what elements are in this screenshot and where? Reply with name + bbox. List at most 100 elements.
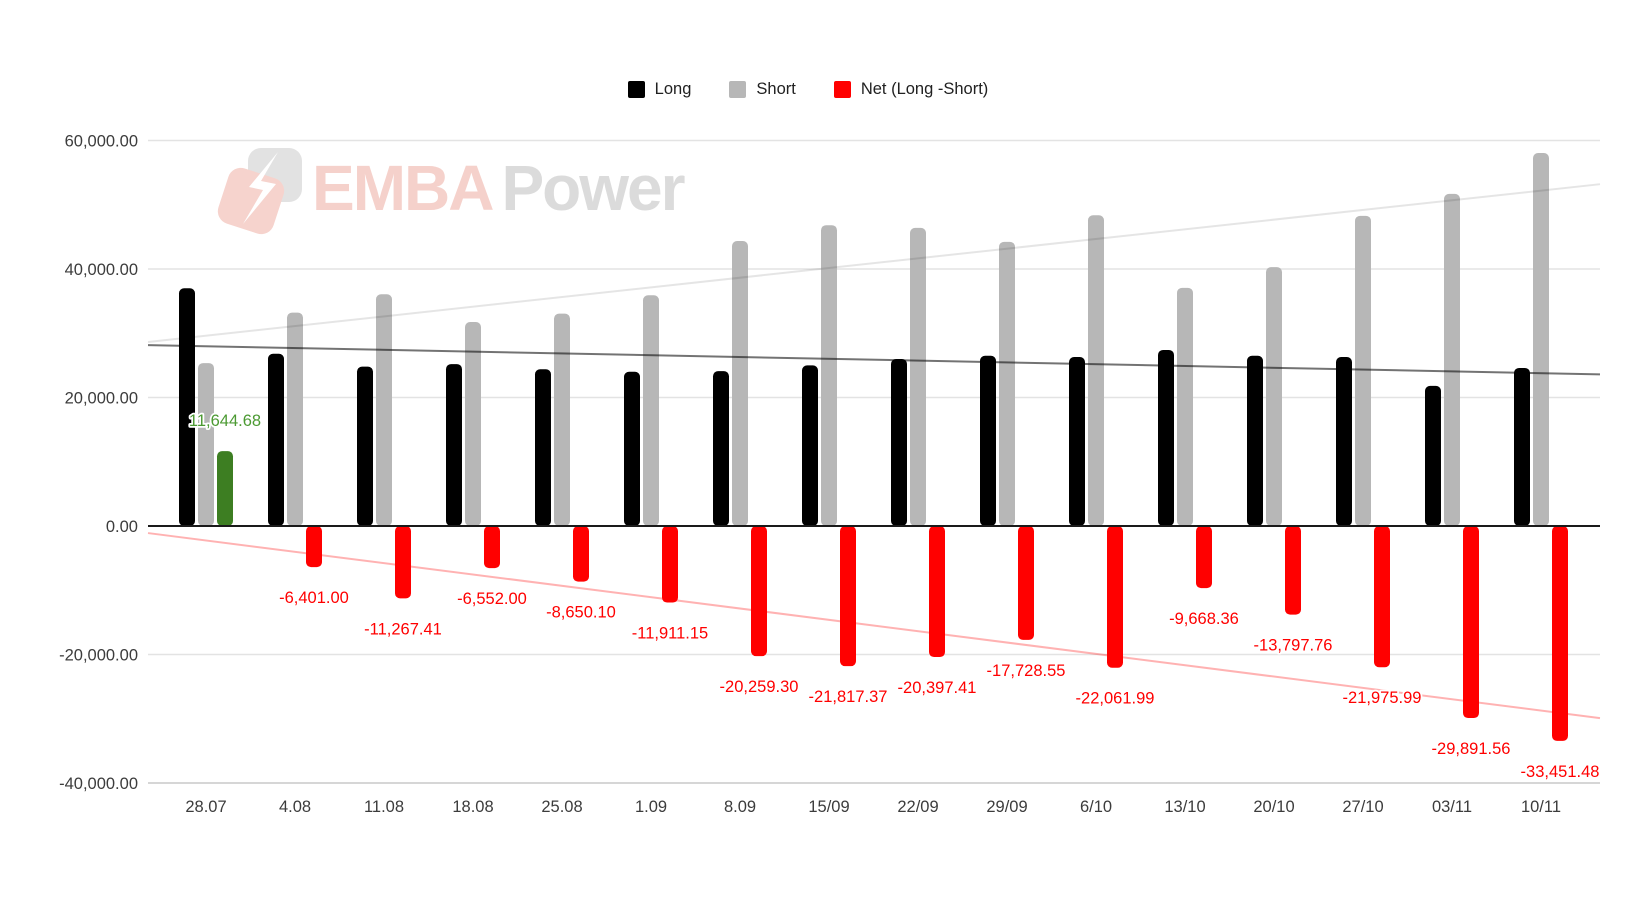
x-tick-label: 22/09 — [897, 798, 938, 816]
legend-swatch-long — [627, 81, 645, 98]
net-value-label-8: -20,397.41 — [898, 679, 977, 697]
x-tick-label: 13/10 — [1164, 798, 1205, 816]
bar-long-10 — [1069, 357, 1085, 526]
bar-long-12 — [1247, 355, 1263, 526]
y-tick-label: 60,000.00 — [65, 133, 138, 151]
legend-item-long: Long — [627, 80, 692, 99]
bar-short-6 — [732, 240, 748, 526]
x-tick-label: 27/10 — [1342, 798, 1383, 816]
bar-net-6 — [751, 526, 767, 657]
x-tick-label: 03/11 — [1432, 798, 1472, 816]
bar-short-8 — [910, 227, 926, 526]
net-value-label-15: -33,451.48 — [1521, 763, 1600, 781]
x-tick-label: 15/09 — [808, 798, 849, 816]
bar-net-0 — [217, 451, 233, 526]
bar-short-11 — [1177, 287, 1193, 526]
bar-short-2 — [376, 294, 392, 526]
net-value-label-13: -21,975.99 — [1343, 689, 1422, 707]
x-tick-label: 1.09 — [635, 798, 667, 816]
bar-net-9 — [1018, 526, 1034, 640]
bar-long-1 — [268, 353, 284, 526]
bar-net-2 — [395, 526, 411, 599]
x-tick-label: 28.07 — [185, 798, 226, 816]
bar-short-3 — [465, 321, 481, 526]
x-tick-label: 6/10 — [1080, 798, 1112, 816]
bar-net-7 — [840, 526, 856, 667]
bar-short-14 — [1444, 193, 1460, 527]
net-value-label-5: -11,911.15 — [632, 625, 708, 643]
legend-swatch-short — [729, 81, 747, 98]
x-tick-label: 11.08 — [364, 798, 404, 816]
bar-long-4 — [535, 369, 551, 526]
x-tick-label: 18.08 — [452, 798, 493, 816]
legend-label-long: Long — [654, 80, 692, 98]
bar-net-11 — [1196, 526, 1212, 589]
bar-net-8 — [929, 526, 945, 658]
bar-long-8 — [891, 358, 907, 526]
x-tick-label: 25.08 — [541, 798, 582, 816]
net-value-label-10: -22,061.99 — [1076, 690, 1155, 708]
bar-net-10 — [1107, 526, 1123, 668]
bar-net-14 — [1463, 526, 1479, 719]
net-value-label-9: -17,728.55 — [987, 662, 1066, 680]
x-tick-label: 20/10 — [1253, 798, 1294, 816]
bar-long-3 — [446, 364, 462, 526]
y-tick-label: 40,000.00 — [65, 261, 138, 279]
bar-long-7 — [802, 365, 818, 526]
bar-net-12 — [1285, 526, 1301, 615]
legend-swatch-net — [833, 81, 851, 98]
net-value-label-0: 11,644.68 — [189, 412, 261, 430]
x-tick-label: 10/11 — [1521, 798, 1561, 816]
net-value-label-14: -29,891.56 — [1432, 740, 1511, 758]
net-value-label-3: -6,552.00 — [457, 590, 527, 608]
y-tick-label: 0.00 — [106, 518, 138, 536]
bar-short-4 — [554, 313, 570, 526]
legend-label-net: Net (Long -Short) — [860, 80, 989, 98]
trend-line-long — [147, 344, 1601, 376]
net-value-label-12: -13,797.76 — [1254, 637, 1333, 655]
bar-net-4 — [573, 526, 589, 582]
x-tick-label: 4.08 — [279, 798, 311, 816]
bar-short-1 — [287, 312, 303, 526]
bar-short-9 — [999, 241, 1015, 526]
bar-short-5 — [643, 295, 659, 526]
trend-line-short — [147, 183, 1601, 344]
legend-item-net: Net (Long -Short) — [833, 80, 989, 99]
bar-long-6 — [713, 371, 729, 526]
legend: Long Short Net (Long -Short) — [0, 80, 1628, 99]
bar-long-11 — [1158, 349, 1174, 526]
y-tick-label: 20,000.00 — [65, 390, 138, 408]
bar-net-3 — [484, 526, 500, 569]
x-tick-label: 29/09 — [986, 798, 1027, 816]
x-tick-label: 8.09 — [724, 798, 756, 816]
net-value-label-7: -21,817.37 — [809, 688, 888, 706]
bar-net-13 — [1374, 526, 1390, 668]
net-value-label-4: -8,650.10 — [546, 604, 616, 622]
bar-net-15 — [1552, 526, 1568, 741]
trend-line-net — [147, 532, 1601, 720]
bar-long-9 — [980, 355, 996, 526]
legend-item-short: Short — [729, 80, 796, 99]
bar-long-14 — [1425, 385, 1441, 526]
bar-net-5 — [662, 526, 678, 603]
y-tick-label: -40,000.00 — [59, 775, 138, 793]
net-value-label-1: -6,401.00 — [279, 589, 349, 607]
net-value-label-6: -20,259.30 — [720, 678, 799, 696]
bar-long-0 — [179, 288, 195, 526]
bar-short-13 — [1355, 215, 1371, 526]
bar-short-12 — [1266, 267, 1282, 526]
bar-long-2 — [357, 366, 373, 526]
bar-short-7 — [821, 225, 837, 526]
bar-long-5 — [624, 371, 640, 526]
bar-short-0 — [198, 363, 214, 526]
legend-label-short: Short — [756, 80, 796, 98]
net-value-label-2: -11,267.41 — [364, 620, 442, 638]
bar-long-13 — [1336, 357, 1352, 526]
net-value-label-11: -9,668.36 — [1169, 610, 1239, 628]
bar-long-15 — [1514, 367, 1530, 526]
bar-short-10 — [1088, 215, 1104, 526]
y-tick-label: -20,000.00 — [59, 647, 138, 665]
bar-short-15 — [1533, 153, 1549, 527]
